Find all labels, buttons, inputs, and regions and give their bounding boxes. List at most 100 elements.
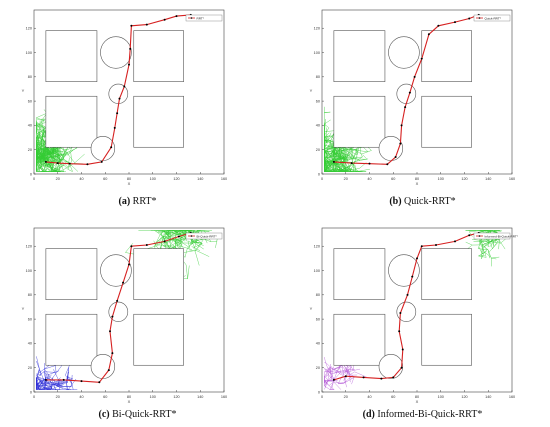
tree-edge (165, 231, 182, 235)
tree-edge (339, 152, 351, 156)
tree-edge (50, 168, 60, 172)
tree-edge (342, 153, 345, 162)
path-node (56, 162, 59, 165)
path-node (122, 281, 125, 284)
tree-edge (46, 147, 52, 154)
path-node (437, 24, 440, 27)
obstacle-circle (388, 36, 420, 69)
tree-edge (56, 159, 61, 172)
tree-edge (484, 252, 487, 258)
y-tick-label: 0 (318, 390, 320, 394)
tree-edge (63, 158, 69, 163)
tree-edge (324, 161, 328, 172)
tree-edge (36, 140, 40, 151)
tree-edge (154, 235, 163, 246)
x-tick-label: 60 (103, 177, 107, 181)
legend-marker (190, 17, 193, 19)
x-tick-label: 160 (221, 395, 227, 399)
tree-edge (325, 362, 329, 369)
path-node (420, 245, 423, 248)
tree-edge (184, 248, 188, 258)
tree-edge (328, 152, 341, 158)
path-node (413, 75, 416, 78)
tree-edge (58, 160, 68, 170)
tree-edge (324, 150, 328, 166)
legend-box (185, 232, 223, 240)
tree-edge (69, 163, 73, 172)
tree-edge (331, 379, 335, 389)
tree-edge (36, 123, 43, 133)
x-tick-label: 60 (391, 395, 395, 399)
tree-edge (210, 240, 218, 243)
legend-text: Quick-RRT* (485, 16, 502, 20)
tree-edge (175, 238, 181, 247)
tree-edge (500, 238, 506, 244)
tree-edge (324, 144, 333, 149)
tree-edge (482, 244, 488, 251)
path-node (163, 18, 166, 21)
tree-edge (47, 158, 53, 165)
tree-edge (328, 381, 334, 386)
tree-edge (196, 239, 203, 244)
path-node (109, 330, 111, 333)
tree-edge (324, 111, 331, 113)
tree-edge (191, 245, 197, 251)
x-tick-label: 80 (127, 395, 131, 399)
tree-edge (328, 163, 340, 165)
tree-edge (333, 155, 341, 170)
panel-a: 0 20 40 60 80 100 120 140 160 0 20 40 60 80 100 120 X Y RR… (18, 4, 240, 187)
x-tick-label: 80 (415, 177, 419, 181)
tree-edge (346, 370, 352, 380)
tree-edge (36, 134, 40, 142)
legend: Informed-Bi-Quick-RRT* (473, 232, 519, 240)
tree-edge (50, 159, 52, 172)
obstacle-rect (333, 248, 386, 300)
path-node (400, 366, 403, 369)
path-node (123, 85, 126, 88)
tree-edge (44, 146, 49, 155)
path-node (118, 97, 121, 100)
x-tick-label: 120 (173, 177, 179, 181)
tree-edge (333, 368, 342, 375)
tree-edge (36, 140, 41, 147)
y-tick-label: 0 (30, 390, 32, 394)
x-tick-label: 140 (485, 177, 491, 181)
tree-edge (491, 257, 497, 260)
path-node (420, 57, 423, 60)
tree-edge (36, 369, 39, 384)
tree-edge (331, 134, 334, 139)
x-tick-label: 140 (485, 395, 491, 399)
tree-edge (38, 376, 45, 385)
tree-edge (36, 112, 47, 118)
tree-edge (36, 130, 44, 135)
x-tick-label: 40 (79, 395, 83, 399)
path-node (399, 142, 402, 145)
tree-edge (36, 155, 42, 166)
y-tick-label: 40 (316, 342, 320, 346)
tree-edge (36, 122, 45, 128)
x-tick-label: 80 (415, 395, 419, 399)
path-node (100, 160, 103, 163)
tree-edge (51, 167, 57, 172)
x-axis-label: X (416, 181, 419, 186)
tree-edge (329, 382, 334, 390)
x-tick-label: 40 (367, 395, 371, 399)
y-tick-label: 0 (30, 172, 32, 176)
path-node (177, 235, 180, 238)
tree-edge (167, 235, 180, 247)
tree-edge (155, 236, 164, 247)
tree-edge (67, 169, 73, 172)
obstacle-rect (133, 313, 184, 366)
tree-edge (337, 373, 344, 384)
tree-edge (324, 123, 329, 128)
tree-edge (155, 244, 171, 246)
tree-edge (165, 230, 168, 233)
y-tick-label: 60 (316, 317, 320, 321)
tree-edge (36, 166, 40, 172)
tree-edge (327, 163, 337, 172)
path-node (468, 234, 471, 237)
tree-edge (360, 151, 363, 157)
panel-c: 0 20 40 60 80 100 120 140 160 0 20 40 60 80 100 120 X Y Bi… (18, 222, 240, 405)
tree-edge (47, 370, 60, 376)
tree-edge (194, 251, 200, 266)
